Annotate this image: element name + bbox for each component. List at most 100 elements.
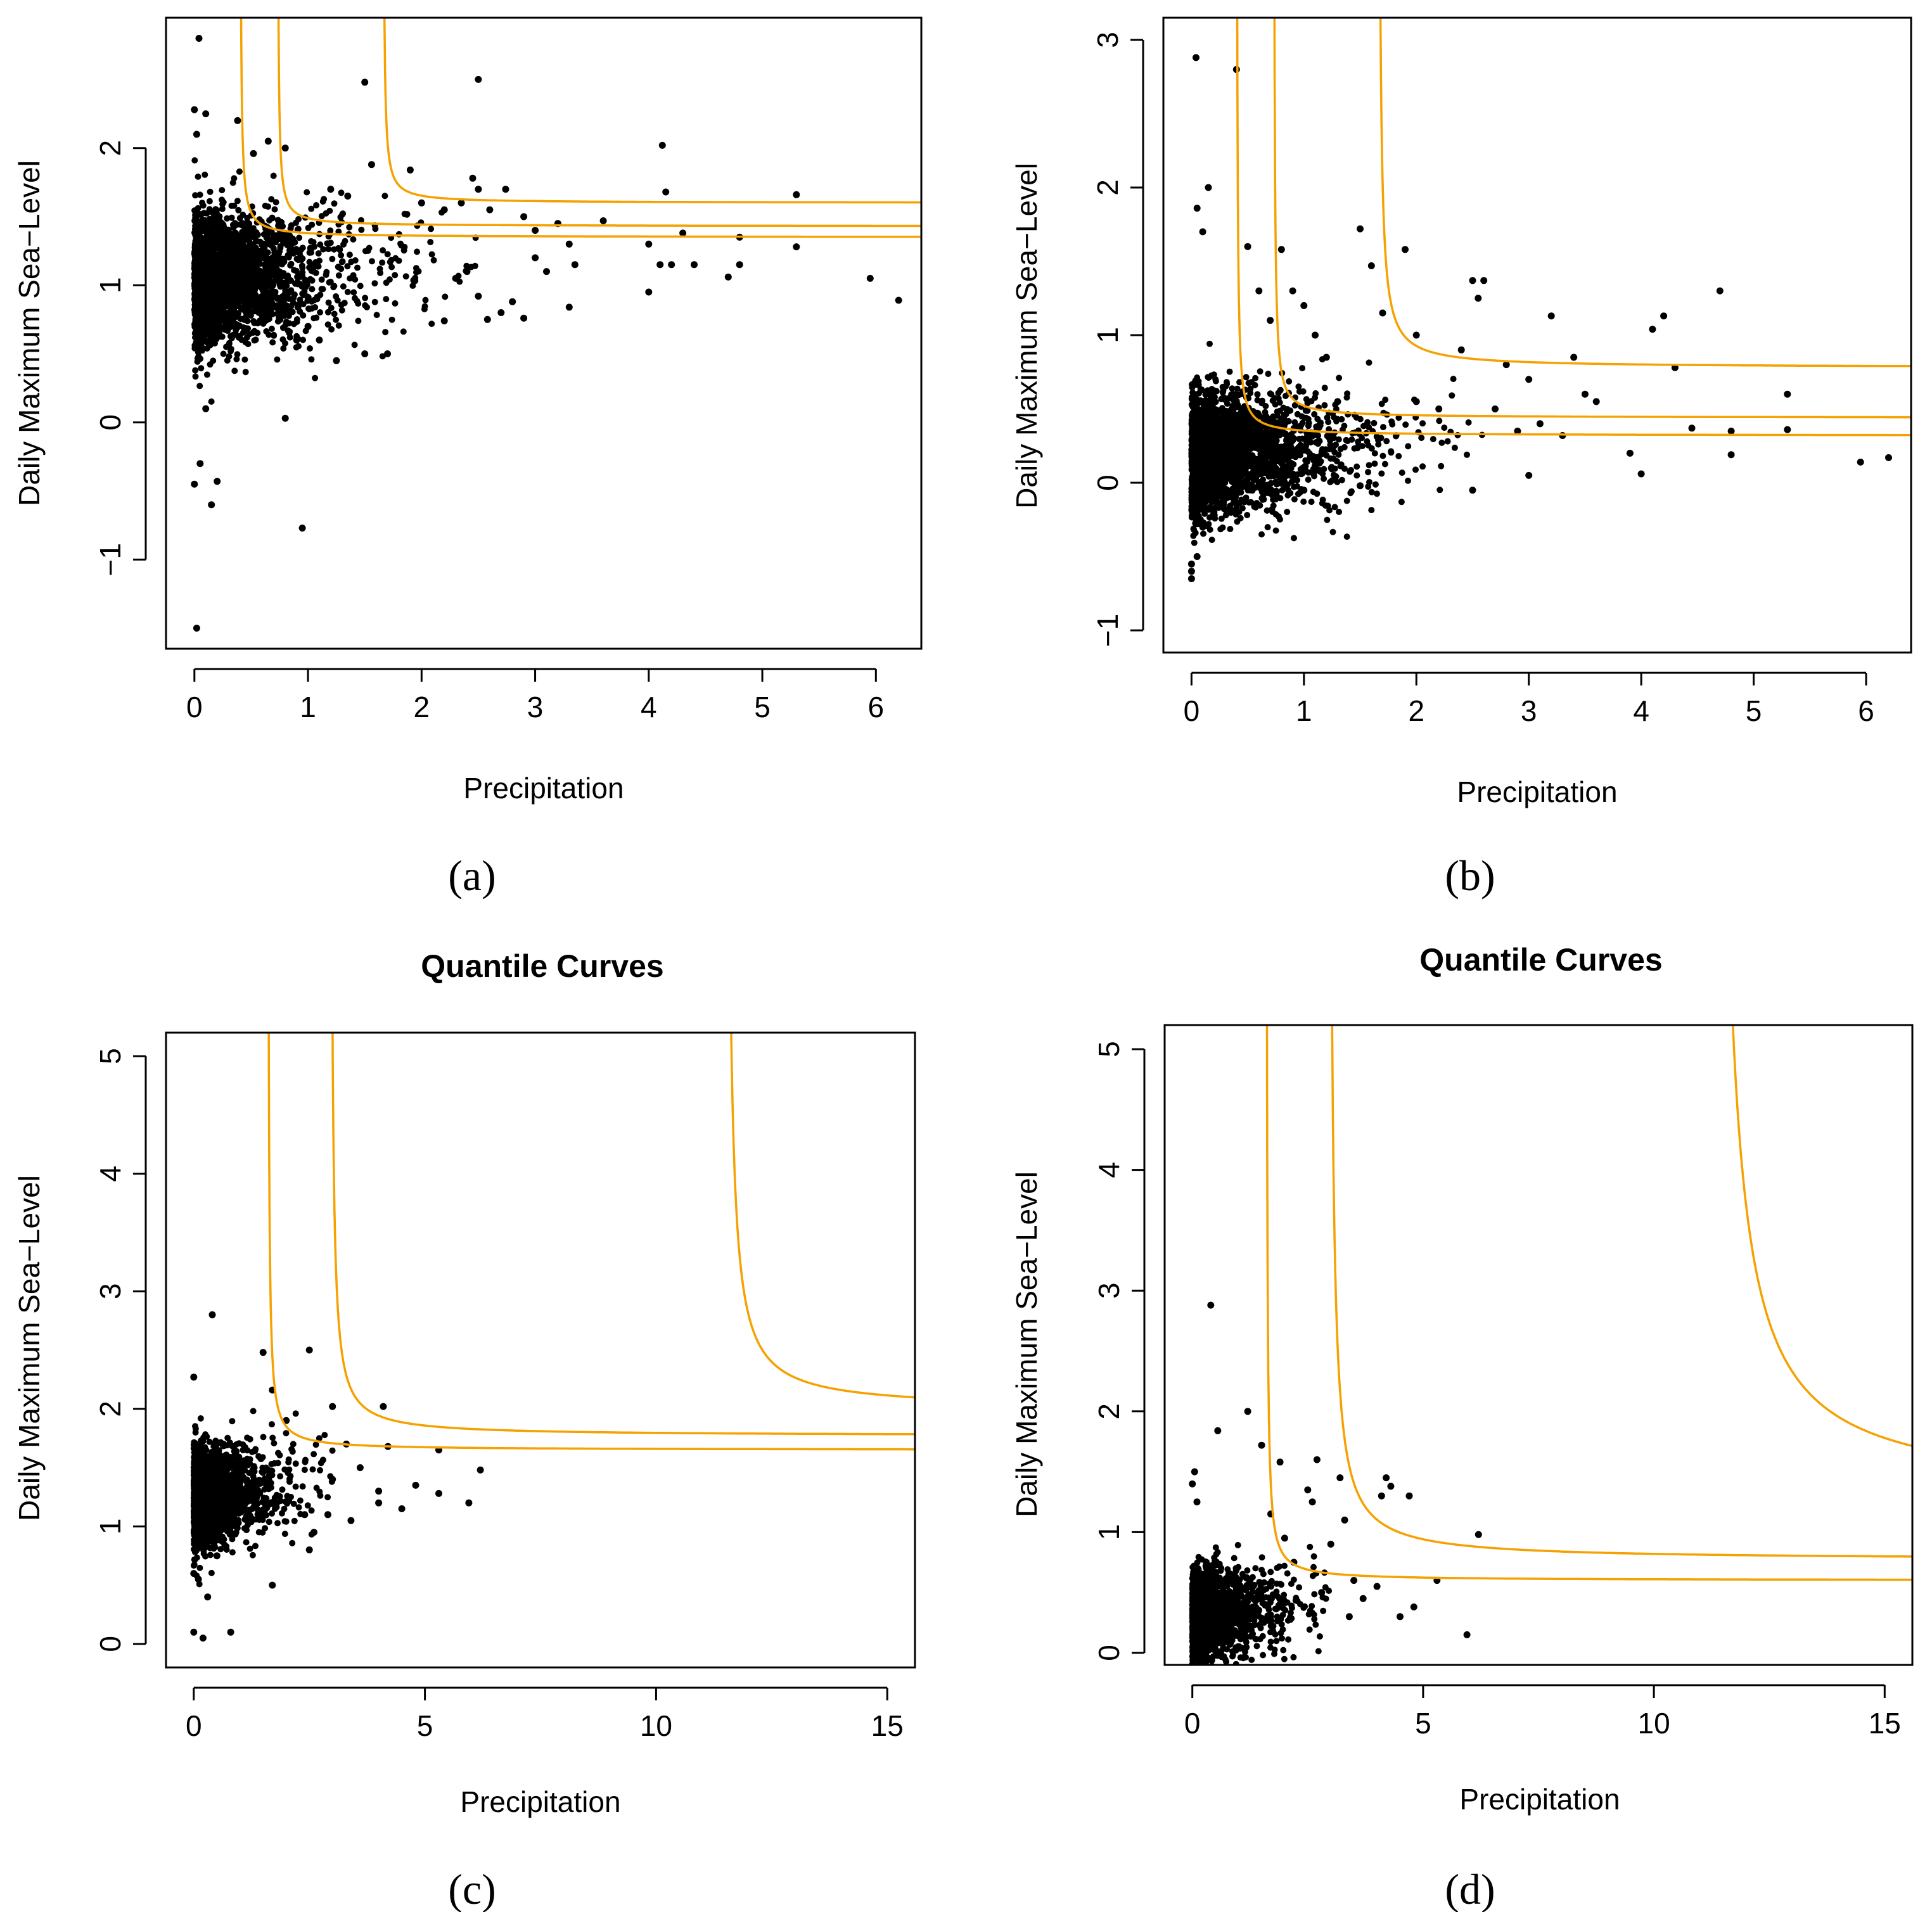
- scatter-point: [364, 303, 370, 310]
- scatter-point: [208, 398, 215, 405]
- scatter-point: [350, 236, 357, 243]
- scatter-point: [199, 266, 206, 273]
- scatter-point: [1234, 385, 1241, 392]
- scatter-point: [230, 243, 237, 250]
- scatter-point: [231, 253, 238, 260]
- scatter-point: [201, 310, 208, 317]
- scatter-point: [202, 171, 208, 178]
- scatter-point: [279, 294, 286, 301]
- scatter-point: [232, 259, 239, 266]
- scatter-point: [1418, 435, 1425, 442]
- scatter-point: [207, 217, 214, 224]
- scatter-point: [192, 373, 199, 380]
- scatter-point: [208, 224, 215, 231]
- scatter-point: [308, 356, 315, 363]
- scatter-point: [207, 260, 214, 267]
- scatter-point: [1353, 472, 1360, 479]
- scatter-point: [296, 234, 303, 241]
- scatter-point: [227, 231, 234, 238]
- scatter-point: [1303, 414, 1310, 421]
- scatter-point: [1314, 466, 1321, 473]
- scatter-point: [418, 199, 425, 207]
- scatter-point: [271, 290, 278, 296]
- scatter-point: [335, 264, 342, 271]
- scatter-point: [1257, 502, 1263, 509]
- scatter-point: [866, 274, 874, 282]
- scatter-point: [286, 328, 293, 335]
- scatter-point: [271, 206, 278, 213]
- scatter-point: [280, 300, 287, 307]
- scatter-point: [220, 283, 227, 290]
- scatter-point: [300, 312, 307, 319]
- scatter-point: [373, 312, 380, 319]
- scatter-point: [272, 239, 279, 246]
- scatter-point: [1412, 466, 1419, 473]
- scatter-point: [252, 245, 259, 252]
- scatter-point: [340, 283, 347, 290]
- scatter-point: [346, 252, 353, 258]
- scatter-point: [1275, 390, 1282, 397]
- scatter-point: [193, 211, 200, 217]
- scatter-point: [231, 202, 238, 209]
- scatter-point: [1204, 387, 1211, 394]
- scatter-point: [250, 301, 257, 308]
- scatter-point: [281, 414, 289, 422]
- scatter-point: [255, 309, 262, 316]
- scatter-point: [214, 478, 221, 485]
- scatter-point: [192, 192, 199, 199]
- scatter-point: [224, 215, 231, 222]
- scatter-point: [236, 215, 243, 222]
- scatter-point: [1263, 445, 1269, 452]
- scatter-point: [1235, 404, 1242, 411]
- scatter-point: [299, 272, 306, 279]
- scatter-point: [196, 241, 203, 248]
- scatter-point: [395, 257, 402, 264]
- scatter-point: [371, 280, 378, 287]
- scatter-point: [658, 141, 666, 149]
- scatter-point: [245, 255, 252, 262]
- scatter-point: [543, 268, 550, 276]
- scatter-point: [1305, 423, 1312, 430]
- scatter-point: [1206, 506, 1212, 513]
- scatter-point: [368, 161, 375, 169]
- scatter-point: [1348, 467, 1354, 473]
- scatter-point: [327, 278, 334, 285]
- scatter-point: [383, 296, 390, 303]
- scatter-point: [317, 241, 324, 248]
- scatter-point: [350, 272, 357, 279]
- scatter-point: [1258, 531, 1265, 538]
- scatter-point: [386, 276, 393, 283]
- scatter-point: [325, 246, 332, 253]
- scatter-point: [233, 327, 240, 334]
- scatter-point: [497, 309, 505, 316]
- scatter-point: [565, 240, 573, 248]
- scatter-point: [250, 150, 257, 157]
- scatter-point: [1398, 469, 1405, 476]
- scatter-point: [1375, 441, 1382, 448]
- scatter-point: [1208, 537, 1215, 544]
- scatter-point: [355, 317, 362, 324]
- scatter-point: [234, 198, 241, 205]
- x-tick-label: 2: [414, 691, 430, 723]
- scatter-point: [382, 329, 389, 336]
- scatter-point: [1405, 443, 1412, 450]
- scatter-point: [271, 332, 278, 339]
- scatter-point: [1373, 433, 1380, 440]
- scatter-point: [279, 223, 286, 230]
- scatter-point: [243, 303, 250, 310]
- scatter-point: [1308, 398, 1315, 405]
- scatter-point: [236, 168, 243, 175]
- scatter-point: [1360, 423, 1367, 430]
- scatter-point: [422, 296, 429, 303]
- scatter-point: [400, 328, 407, 335]
- scatter-point: [1284, 481, 1291, 488]
- scatter-point: [282, 287, 289, 294]
- scatter-point: [1331, 471, 1337, 478]
- scatter-point: [208, 291, 215, 298]
- scatter-point: [209, 247, 216, 254]
- scatter-point: [219, 205, 226, 212]
- panel-a-quantile-curve-1: [240, 18, 921, 238]
- scatter-point: [1276, 428, 1283, 435]
